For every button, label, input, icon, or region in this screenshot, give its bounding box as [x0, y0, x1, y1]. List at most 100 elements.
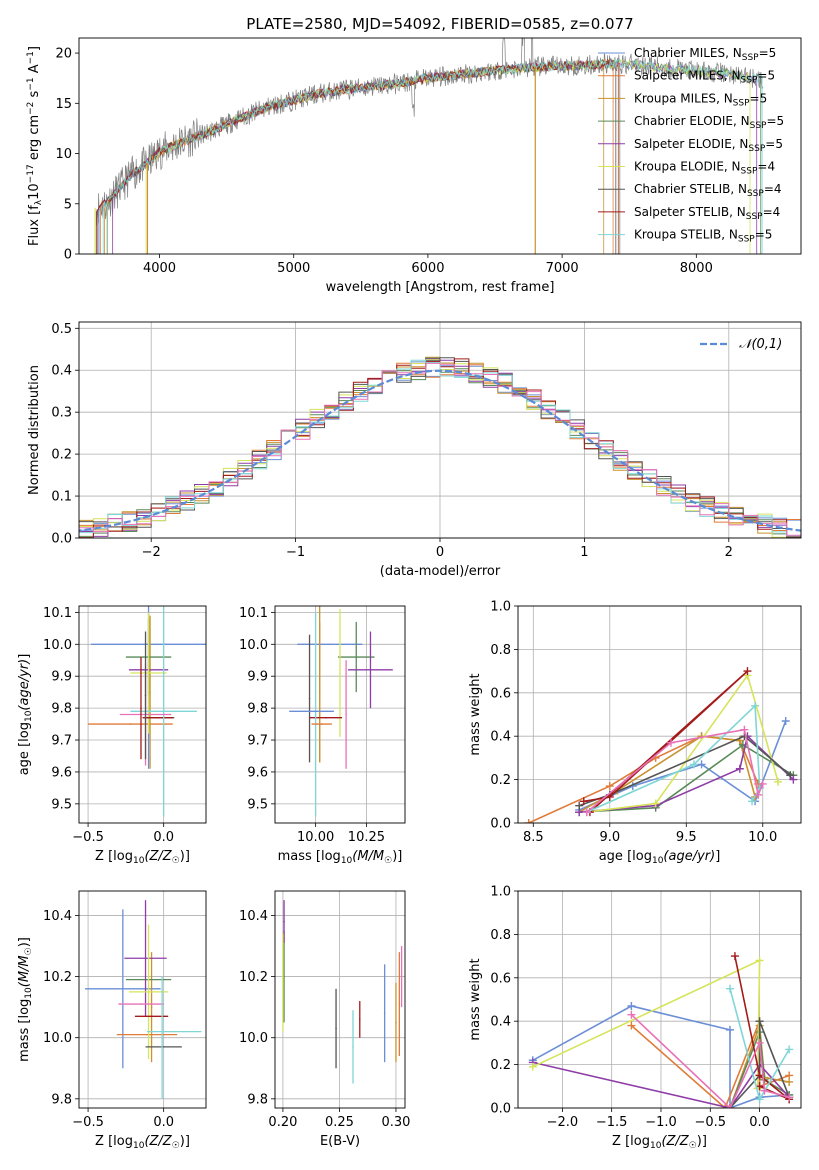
residuals-xlabel: (data-model)/error — [380, 564, 501, 579]
residuals-xtick-label: 2 — [725, 545, 733, 560]
data-point — [355, 656, 358, 658]
series-marker — [755, 1017, 764, 1026]
weight_vs_age-xtick-label: 9.0 — [599, 830, 620, 845]
series-line — [586, 673, 779, 813]
legend-label: Salpeter MILES, NSSP=5 — [634, 69, 775, 86]
series-marker — [605, 792, 614, 801]
series-marker — [582, 808, 591, 817]
data-point — [144, 694, 147, 697]
age_vs_Z-xlabel: Z [log10(Z/Z☉)] — [95, 849, 190, 866]
age_vs_Z-ytick-label: 10.1 — [43, 606, 72, 621]
weight_vs_age-ytick-label: 0.0 — [490, 817, 511, 832]
weight_vs_Z-frame — [517, 890, 802, 1109]
series-marker — [575, 801, 584, 810]
weight_vs_age-series — [524, 667, 798, 823]
data-point — [398, 1003, 401, 1005]
legend-label: Salpeter STELIB, NSSP=4 — [634, 205, 780, 222]
data-point — [144, 957, 147, 960]
residuals-ytick-label: 0.2 — [51, 448, 72, 463]
data-point — [147, 672, 150, 674]
weight_vs_age-ylabel: mass weight — [468, 673, 483, 755]
spectrum-axes: 4000 5000 6000 7000 8000 0 5 10 15 20 wavelength [… — [26, 46, 713, 295]
spectrum-xtick-label: 6000 — [411, 261, 444, 276]
series-marker — [755, 1038, 764, 1047]
weight_vs_Z-ytick-label: 0.8 — [490, 928, 511, 943]
data-point — [318, 675, 321, 678]
age_vs_Z-xtick-label: 0.0 — [153, 830, 174, 845]
data-point — [161, 1036, 163, 1039]
legend-label: Chabrier ELODIE, NSSP=5 — [634, 114, 784, 131]
data-point — [283, 975, 285, 978]
data-point — [314, 713, 317, 716]
series-marker — [627, 1002, 636, 1011]
weight_vs_Z-xtick-label: 0.0 — [749, 1115, 770, 1130]
age_vs_Z-points — [88, 606, 206, 817]
age_vs_mass-ytick-label: 10.1 — [239, 606, 268, 621]
mass_vs_ebv-frame — [274, 890, 406, 1109]
mass_vs_Z-axes: −0.5 0.0 9.8 10.0 10.2 10.4 Z [log10(Z/Z☉)] mas… — [17, 891, 206, 1151]
data-point — [140, 1003, 142, 1005]
series-marker — [721, 1104, 730, 1108]
weight_vs_age-xtick-label: 9.5 — [676, 830, 697, 845]
age_vs_mass-xtick-label: 10.25 — [348, 830, 385, 845]
legend-label-nssp: 5 — [760, 91, 768, 105]
model-line-kroupa-elodie — [145, 58, 751, 254]
series-marker — [785, 1045, 794, 1054]
mass-ylabel: mass [log10(M/M☉)] — [17, 937, 34, 1062]
age_vs_Z-ytick-label: 9.5 — [51, 797, 72, 812]
residuals-xtick-label: −2 — [142, 545, 161, 560]
age_vs_Z-ytick-label: 9.9 — [51, 670, 72, 685]
legend-label-name: Kroupa STELIB — [634, 228, 721, 242]
series-line — [579, 743, 794, 813]
data-point — [173, 1030, 176, 1033]
series-line — [583, 670, 749, 813]
series-marker — [740, 725, 749, 734]
data-point — [150, 1006, 153, 1008]
weight_vs_Z-ytick-label: 0.6 — [490, 971, 511, 986]
age_vs_mass-ytick-label: 9.6 — [247, 765, 268, 780]
age_vs_Z-ytick-label: 10.0 — [43, 638, 72, 653]
mass_vs_ebv-ytick-label: 10.4 — [239, 909, 268, 924]
data-point — [320, 723, 323, 725]
data-point — [310, 710, 313, 713]
mass_vs_Z-points — [85, 900, 202, 1099]
data-point — [352, 1046, 354, 1048]
mass_vs_Z-ytick-label: 10.0 — [43, 1031, 72, 1046]
age_vs_Z-ytick-label: 9.8 — [51, 702, 72, 717]
data-point — [146, 1033, 148, 1036]
series-marker — [781, 717, 790, 726]
series-marker — [605, 782, 614, 791]
series-marker — [627, 1021, 636, 1030]
mass_vs_ebv-axes: 0.20 0.25 0.30 9.8 10.0 10.2 10.4 E(B-V) — [239, 891, 410, 1149]
spectrum-xtick-label: 8000 — [680, 261, 713, 276]
spectrum-xtick-label: 5000 — [277, 261, 310, 276]
data-point — [129, 723, 132, 725]
mass_vs_Z-ytick-label: 10.4 — [43, 909, 72, 924]
mass_vs_ebv-xlabel: E(B-V) — [320, 1134, 360, 1149]
legend-label-nssp: 5 — [767, 69, 775, 83]
residuals-xtick-label: 1 — [580, 545, 588, 560]
model-line-kroupa-stelib — [102, 58, 763, 254]
legend-label-name: Chabrier MILES — [634, 46, 725, 60]
age_vs_mass-ytick-label: 10.0 — [239, 638, 268, 653]
residuals-ytick-label: 0.3 — [51, 406, 72, 421]
legend-label-name: Salpeter STELIB — [634, 205, 729, 219]
series-marker — [726, 984, 735, 993]
residuals-ylabel: Normed distribution — [27, 365, 42, 495]
mass_vs_Z-ytick-label: 9.8 — [51, 1092, 72, 1107]
series-marker — [755, 956, 764, 965]
data-point — [308, 697, 311, 700]
weight_vs_age-ytick-label: 0.2 — [490, 773, 511, 788]
data-point — [324, 716, 327, 719]
spectrum-ytick-label: 0 — [64, 248, 72, 263]
mass_vs_ebv-points — [282, 900, 403, 1084]
data-point — [329, 643, 331, 646]
legend-label-name: Chabrier ELODIE — [634, 114, 733, 128]
series-marker — [627, 1010, 636, 1019]
weight_vs_age-xtick-label: 8.5 — [523, 830, 544, 845]
spectrum-xtick-label: 4000 — [143, 261, 176, 276]
series-marker — [760, 1086, 769, 1095]
weight_vs_Z-ytick-label: 0.2 — [490, 1058, 511, 1073]
weight_vs_Z-ytick-label: 1.0 — [490, 885, 511, 900]
